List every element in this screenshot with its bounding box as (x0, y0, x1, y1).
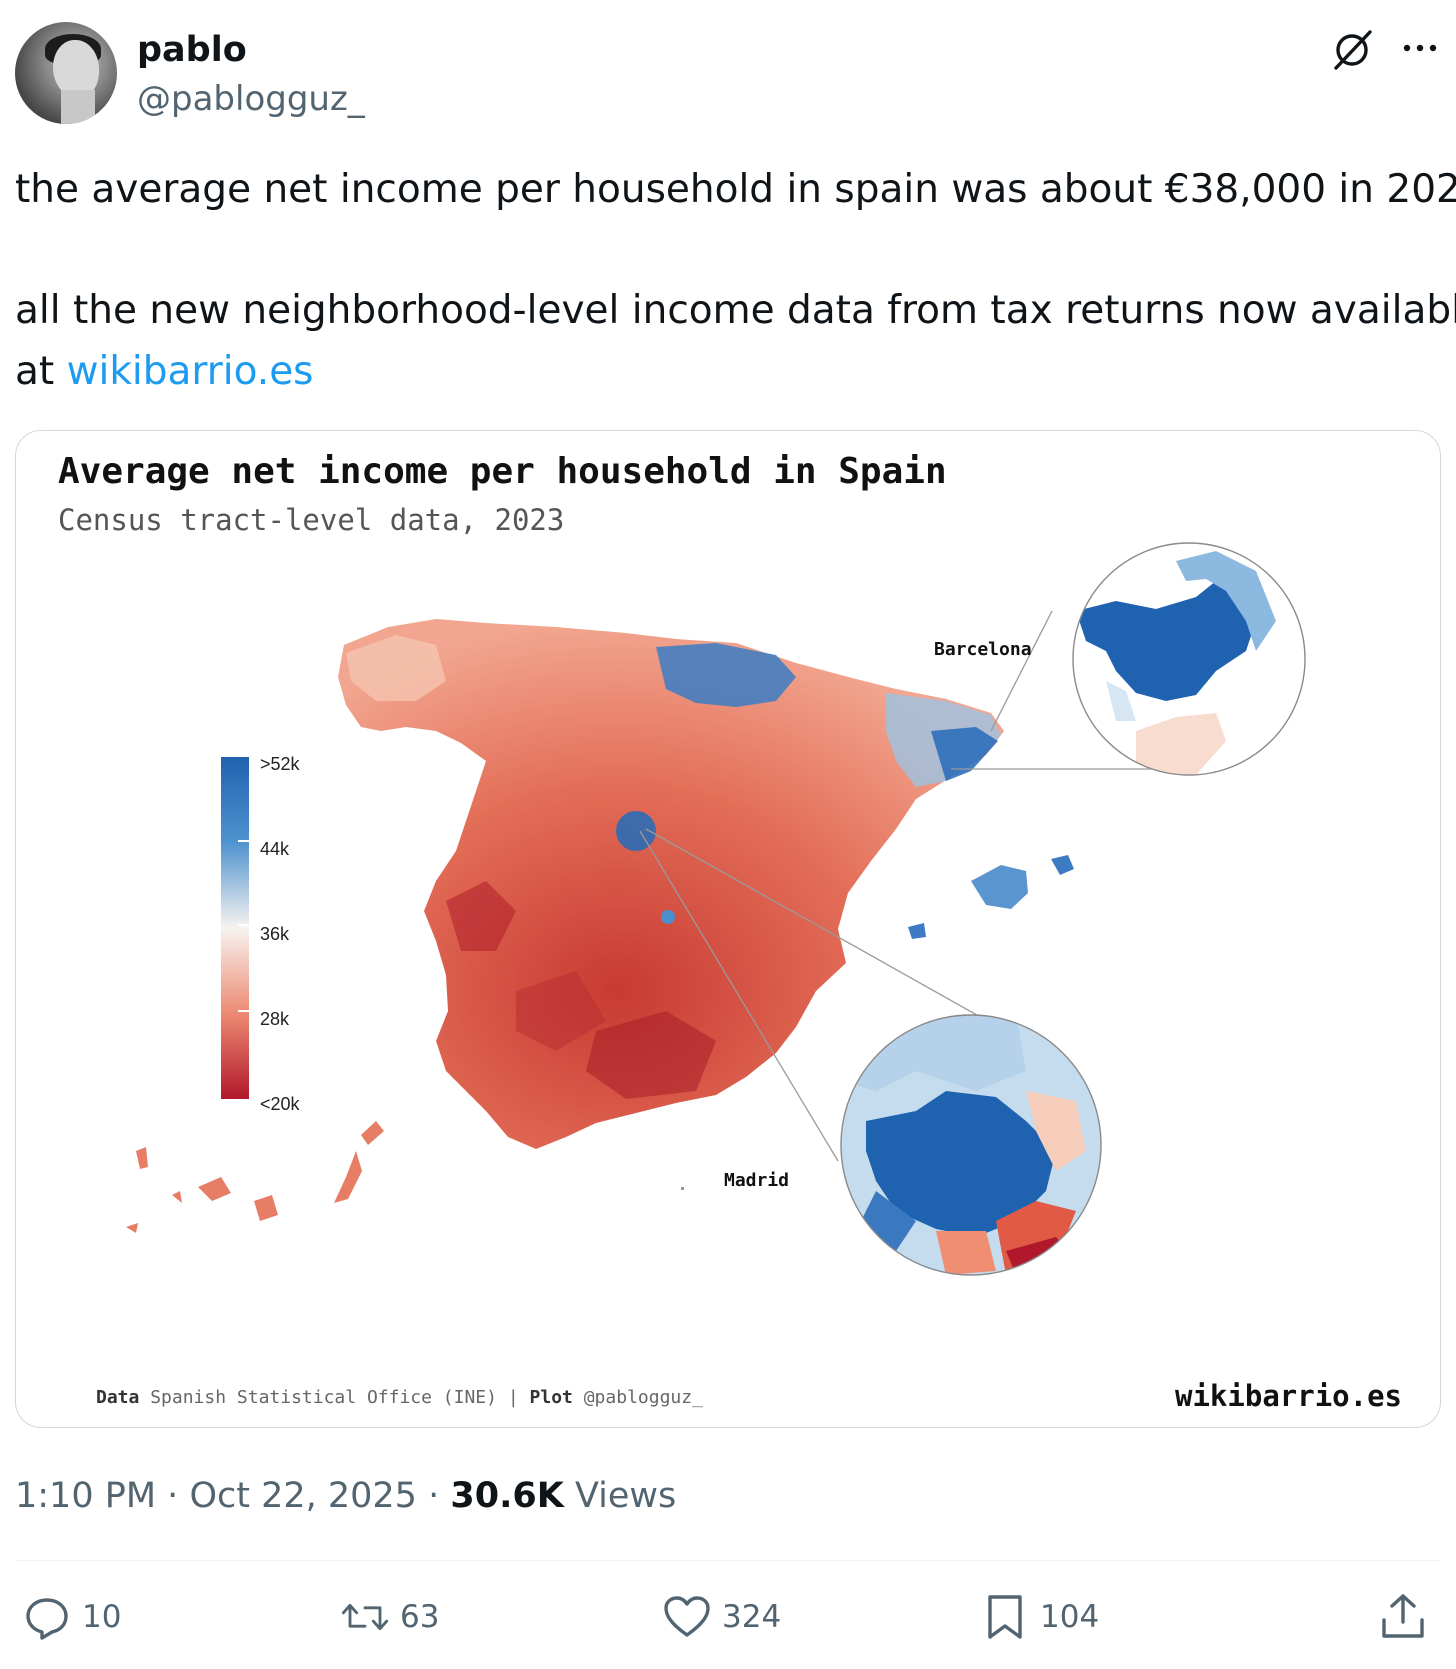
chart-subtitle: Census tract-level data, 2023 (58, 503, 565, 537)
retweet-button[interactable]: 63 (340, 1592, 439, 1642)
like-count: 324 (722, 1599, 782, 1635)
reply-button[interactable]: 10 (22, 1592, 121, 1642)
tweet-text-prefix: at (15, 349, 67, 394)
balearic-mallorca (971, 865, 1028, 909)
divider (15, 1560, 1441, 1561)
retweet-icon (341, 1603, 389, 1631)
grok-icon[interactable] (1330, 26, 1376, 72)
share-button[interactable] (1378, 1592, 1428, 1642)
tweet-text-line-1: the average net income per household in … (15, 167, 1456, 212)
bookmark-icon (988, 1595, 1022, 1639)
region-north-high (656, 643, 796, 707)
bookmark-count: 104 (1040, 1599, 1100, 1635)
inset-label-barcelona: Barcelona (934, 639, 1032, 660)
wikibarrio-link[interactable]: wikibarrio.es (66, 349, 314, 394)
author-name[interactable]: pablo (137, 30, 247, 70)
inset-barcelona (1072, 542, 1306, 776)
tweet-text-line-3: at wikibarrio.es (15, 348, 314, 396)
views-count: 30.6K (450, 1476, 564, 1516)
inset-label-madrid: Madrid (724, 1170, 789, 1191)
legend-label-low: <20k (260, 1094, 301, 1114)
reply-count: 10 (82, 1599, 122, 1635)
retweet-count: 63 (400, 1599, 440, 1635)
avatar[interactable] (15, 22, 117, 124)
like-button[interactable]: 324 (662, 1592, 781, 1642)
tweet-meta: 1:10 PM · Oct 22, 2025 · 30.6K Views (15, 1476, 677, 1516)
chart-title: Average net income per household in Spai… (58, 451, 947, 492)
spain-mainland (338, 619, 1004, 1149)
bookmark-button[interactable]: 104 (980, 1592, 1099, 1642)
views-label: Views (575, 1476, 677, 1516)
tweet-time[interactable]: 1:10 PM (15, 1476, 157, 1516)
more-icon[interactable] (1398, 26, 1442, 70)
share-icon (1382, 1594, 1424, 1638)
map-graphic: >52k 44k 36k 28k <20k (126, 542, 1306, 1276)
legend-label-high: >52k (260, 754, 301, 774)
heart-icon (664, 1596, 710, 1637)
legend-label-36k: 36k (260, 924, 290, 944)
author-handle[interactable]: @pablogguz_ (137, 79, 365, 119)
legend-label-44k: 44k (260, 839, 290, 859)
media-card[interactable]: Average net income per household in Spai… (15, 430, 1441, 1428)
reply-icon (26, 1598, 68, 1640)
legend-bar (221, 757, 249, 1099)
tweet-date[interactable]: Oct 22, 2025 (189, 1476, 417, 1516)
chart-footer-site: wikibarrio.es (1175, 1379, 1402, 1413)
tweet-text-line-2: all the new neighborhood-level income da… (15, 288, 1456, 333)
chart-footer-source: Data Spanish Statistical Office (INE) | … (96, 1387, 703, 1408)
canary-islands (126, 1121, 384, 1233)
inset-madrid (840, 1014, 1102, 1276)
legend-label-28k: 28k (260, 1009, 290, 1029)
